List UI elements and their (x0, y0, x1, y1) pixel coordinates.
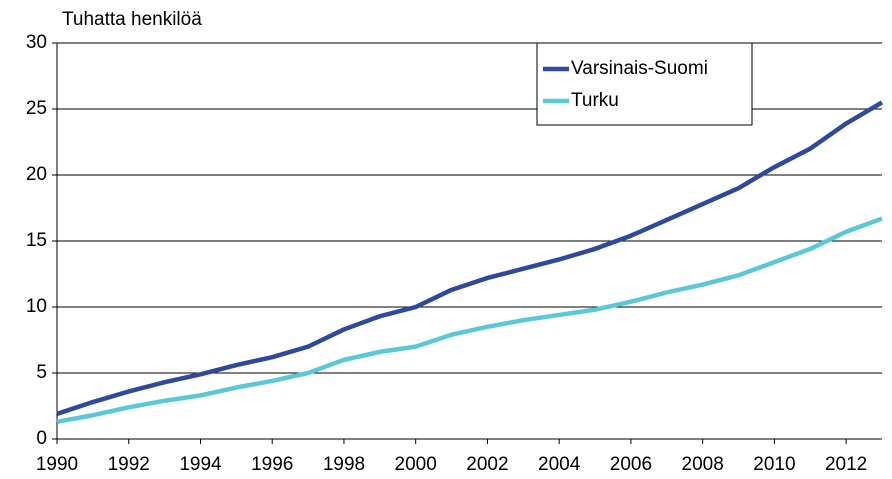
y-axis-label: Tuhatta henkilöä (62, 9, 202, 30)
x-tick-label: 1998 (323, 454, 365, 475)
x-tick-label: 2012 (825, 454, 867, 475)
series-line (56, 100, 884, 417)
x-tick-label: 2006 (610, 454, 652, 475)
x-tick-label: 2010 (753, 454, 795, 475)
y-tick-label: 30 (26, 32, 47, 53)
y-tick-label: 25 (26, 98, 47, 119)
y-tick-label: 10 (26, 296, 47, 317)
x-tick-label: 1994 (179, 454, 222, 475)
y-tick-label: 5 (36, 362, 47, 383)
x-tick-label: 1992 (108, 454, 150, 475)
y-tick-label: 0 (36, 428, 47, 449)
x-tick-label: 2000 (395, 454, 437, 475)
x-tick-label: 1996 (251, 454, 293, 475)
x-tick-label: 2008 (682, 454, 724, 475)
legend-label: Turku (571, 90, 619, 111)
x-tick-label: 2002 (466, 454, 508, 475)
x-tick-label: 1990 (36, 454, 78, 475)
legend-box (536, 42, 753, 126)
x-tick-label: 2004 (538, 454, 581, 475)
y-tick-label: 15 (26, 230, 47, 251)
legend-label: Varsinais-Suomi (571, 58, 708, 79)
series-line (56, 216, 883, 425)
y-tick-label: 20 (26, 164, 47, 185)
